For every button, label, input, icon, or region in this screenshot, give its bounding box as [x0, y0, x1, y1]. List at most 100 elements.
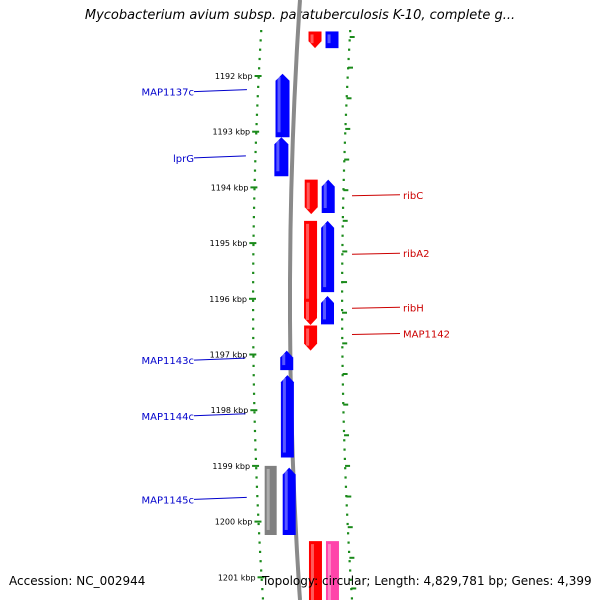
gene-label-right[interactable]: ribA2 — [403, 249, 429, 260]
gene-feature[interactable] — [280, 350, 294, 371]
gene-arrow[interactable] — [325, 541, 339, 600]
ruler-dot — [253, 411, 256, 414]
ruler-dot — [343, 457, 346, 460]
gene-highlight — [266, 468, 270, 530]
gene-arrow[interactable] — [321, 179, 335, 214]
ruler-dot — [255, 476, 258, 479]
gene-arrow[interactable] — [264, 465, 277, 535]
gene-arrow[interactable] — [325, 31, 339, 49]
ruler-dot — [341, 309, 344, 312]
ruler-dot — [252, 355, 255, 358]
ruler-dot — [254, 448, 257, 451]
ruler-dot — [252, 374, 255, 377]
gene-arrow[interactable] — [274, 137, 289, 177]
ruler-dot — [341, 243, 344, 247]
gene-arrow[interactable] — [304, 298, 318, 325]
ruler-dot — [349, 569, 352, 572]
ruler-dot — [259, 560, 262, 563]
ruler-dot — [254, 141, 257, 144]
gene-arrow[interactable] — [282, 467, 296, 535]
gene-label-right[interactable]: ribC — [403, 191, 423, 202]
gene-feature[interactable] — [325, 541, 339, 600]
gene-label-left[interactable]: lprG — [173, 154, 194, 165]
ruler-dot — [253, 429, 257, 433]
ruler-dot — [349, 578, 352, 581]
ruler-dot — [343, 141, 346, 144]
gene-label-right[interactable]: MAP1142 — [403, 329, 450, 340]
gene-feature[interactable] — [282, 467, 296, 535]
gene-feature[interactable] — [304, 220, 318, 320]
ruler-dot — [253, 178, 256, 181]
gene-arrow[interactable] — [304, 179, 318, 215]
ruler-dot — [342, 420, 345, 423]
gene-arrow[interactable] — [308, 541, 322, 600]
gene-arrow[interactable] — [304, 220, 318, 320]
gene-feature[interactable] — [321, 220, 335, 293]
ruler-dot — [343, 160, 346, 163]
gene-feature[interactable] — [304, 179, 318, 215]
gene-feature[interactable] — [308, 31, 322, 49]
gene-feature[interactable] — [304, 298, 318, 325]
gene-label-left[interactable]: MAP1137c — [142, 88, 194, 99]
ruler-dot — [252, 206, 256, 209]
ruler-dot — [342, 178, 345, 181]
gene-highlight — [306, 182, 310, 210]
gene-arrow[interactable] — [321, 220, 335, 293]
ruler-dot — [344, 113, 348, 116]
ruler-dot — [261, 597, 265, 600]
gene-arrow[interactable] — [280, 375, 294, 458]
ruler-dot — [259, 48, 262, 51]
ruler-dot — [341, 383, 344, 386]
gene-arrow[interactable] — [275, 73, 290, 138]
ruler-dot — [341, 392, 345, 395]
ruler-dot — [252, 216, 255, 219]
ruler-dot — [252, 271, 255, 274]
ruler-dot — [343, 150, 346, 154]
gene-arrow[interactable] — [280, 350, 294, 371]
genes-group — [264, 31, 339, 600]
gene-label-right[interactable]: ribH — [403, 303, 424, 314]
topology-info-text: Topology: circular; Length: 4,829,781 bp… — [262, 574, 592, 588]
gene-label-leader — [351, 306, 401, 309]
ruler-dot — [255, 485, 259, 488]
accession-text: Accession: NC_002944 — [9, 574, 146, 588]
ruler-dot — [343, 439, 346, 442]
gene-arrow[interactable] — [321, 296, 335, 325]
gene-label-left[interactable]: MAP1143c — [142, 356, 194, 367]
gene-arrow[interactable] — [308, 31, 322, 49]
gene-highlight — [284, 470, 288, 530]
gene-label-leader — [351, 194, 401, 197]
gene-label-leader — [193, 89, 247, 93]
ruler-dot — [252, 383, 255, 386]
ruler-dot — [253, 188, 256, 191]
ruler-dot — [258, 541, 261, 544]
gene-feature[interactable] — [321, 296, 335, 325]
gene-label-left[interactable]: MAP1145c — [142, 495, 194, 506]
gene-arrow[interactable] — [304, 325, 318, 351]
ruler-dot — [341, 318, 344, 321]
gene-label-left[interactable]: MAP1144c — [142, 412, 194, 423]
gene-highlight — [276, 140, 280, 172]
ruler-dot — [345, 95, 348, 98]
ruler-dot — [254, 439, 257, 442]
ruler-outer-right — [341, 30, 354, 600]
ruler-dot — [345, 104, 348, 107]
ruler-dot — [347, 541, 350, 544]
ruler-dot — [345, 504, 348, 507]
gene-feature[interactable] — [325, 31, 339, 49]
tick-label: 1199 kbp — [212, 462, 250, 471]
tick-label: 1196 kbp — [209, 295, 247, 304]
ruler-dot — [252, 336, 255, 340]
gene-feature[interactable] — [275, 73, 290, 138]
gene-feature[interactable] — [308, 541, 322, 600]
gene-feature[interactable] — [264, 465, 277, 535]
gene-feature[interactable] — [321, 179, 335, 214]
ruler-dot — [341, 225, 344, 228]
gene-feature[interactable] — [280, 375, 294, 458]
ruler-dot — [260, 30, 263, 33]
gene-feature[interactable] — [274, 137, 289, 177]
ruler-dot — [341, 374, 344, 377]
gene-highlight — [306, 301, 310, 320]
gene-feature[interactable] — [304, 325, 318, 351]
